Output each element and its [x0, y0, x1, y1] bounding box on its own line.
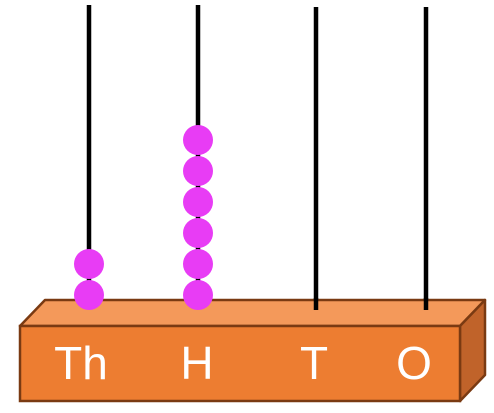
bead-hundreds-1 — [183, 280, 213, 310]
bead-hundreds-3 — [183, 218, 213, 248]
label-thousands: Th — [54, 337, 108, 389]
label-tens: T — [300, 337, 328, 389]
bead-hundreds-4 — [183, 187, 213, 217]
abacus-base — [18, 298, 487, 403]
base-front-face — [18, 324, 462, 403]
bead-thousands-1 — [74, 280, 104, 310]
bead-hundreds-2 — [183, 249, 213, 279]
bead-hundreds-6 — [183, 125, 213, 155]
beads — [74, 125, 213, 310]
bead-thousands-2 — [74, 249, 104, 279]
label-hundreds: H — [180, 337, 213, 389]
bead-hundreds-5 — [183, 156, 213, 186]
label-ones: O — [396, 337, 432, 389]
rods — [86, 5, 429, 310]
place-labels: Th H T O — [54, 337, 432, 389]
